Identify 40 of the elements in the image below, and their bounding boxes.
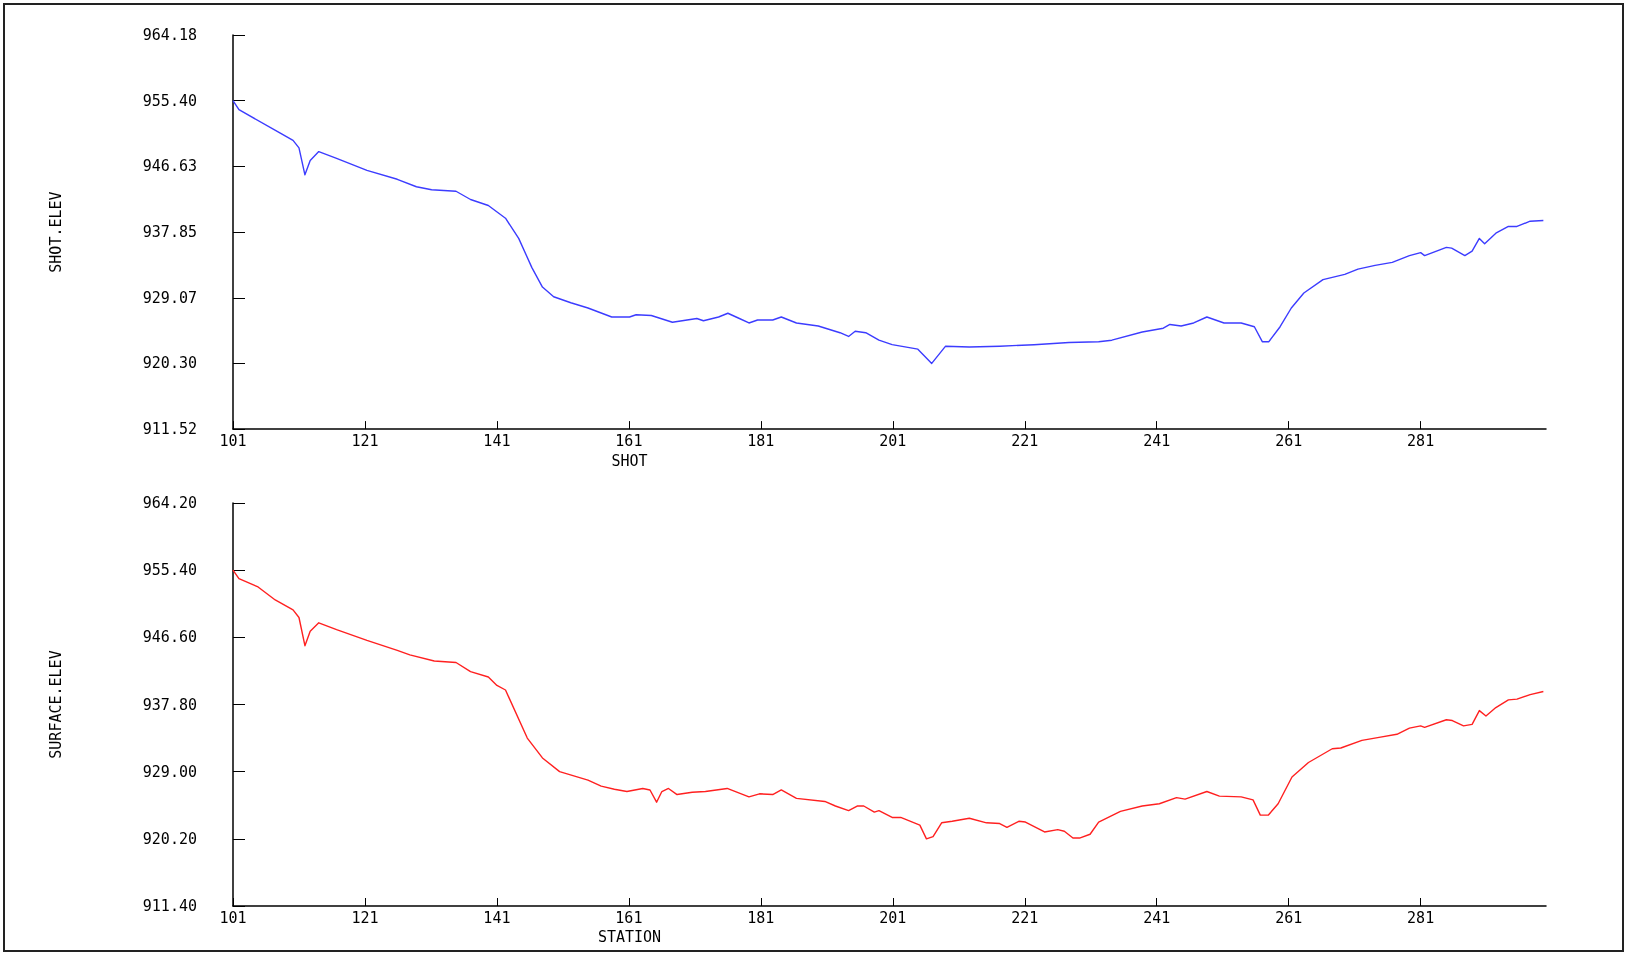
y-tick-label: 946.63 <box>142 157 197 176</box>
y-tick-label: 920.30 <box>142 354 197 373</box>
x-tick-label: 161 <box>615 908 643 927</box>
y-tick-label: 946.60 <box>142 628 197 647</box>
x-tick-label: 221 <box>1011 431 1039 450</box>
x-tick-label: 121 <box>351 908 379 927</box>
x-tick-label: 121 <box>351 431 379 450</box>
x-tick-label: 101 <box>219 908 247 927</box>
y-tick-label: 937.80 <box>142 695 197 714</box>
x-tick-label: 201 <box>879 431 907 450</box>
y-tick-label: 920.20 <box>142 829 197 848</box>
y-tick-label: 964.18 <box>142 26 197 44</box>
y-tick-label: 937.85 <box>142 223 197 242</box>
x-tick-label: 181 <box>747 908 775 927</box>
y-tick-label: 964.20 <box>142 494 197 512</box>
line-series <box>232 100 1545 365</box>
y-tick-label: 955.40 <box>142 91 197 110</box>
x-tick-label: 261 <box>1275 431 1303 450</box>
x-tick-label: 181 <box>747 431 775 450</box>
y-tick-label: 955.40 <box>142 561 197 580</box>
x-tick-label: 221 <box>1011 908 1039 927</box>
x-tick-label: 261 <box>1275 908 1303 927</box>
y-axis-title: SHOT.ELEV <box>46 191 65 273</box>
y-axis-title: SURFACE.ELEV <box>46 650 65 759</box>
x-axis-title: SHOT <box>611 451 648 470</box>
x-tick-label: 281 <box>1407 431 1435 450</box>
x-tick-label: 161 <box>615 431 643 450</box>
x-tick-label: 141 <box>483 431 511 450</box>
y-tick-label: 929.07 <box>142 288 197 307</box>
x-tick-label: 141 <box>483 908 511 927</box>
x-tick-label: 281 <box>1407 908 1435 927</box>
x-tick-label: 241 <box>1143 431 1171 450</box>
x-tick-label: 241 <box>1143 908 1171 927</box>
x-axis-title: STATION <box>597 928 662 947</box>
y-tick-label: 911.52 <box>142 420 197 439</box>
y-tick-label: 911.40 <box>142 897 197 915</box>
x-tick-label: 201 <box>879 908 907 927</box>
x-tick-label: 101 <box>219 431 247 450</box>
line-series <box>232 569 1545 840</box>
y-tick-label: 929.00 <box>142 762 197 781</box>
